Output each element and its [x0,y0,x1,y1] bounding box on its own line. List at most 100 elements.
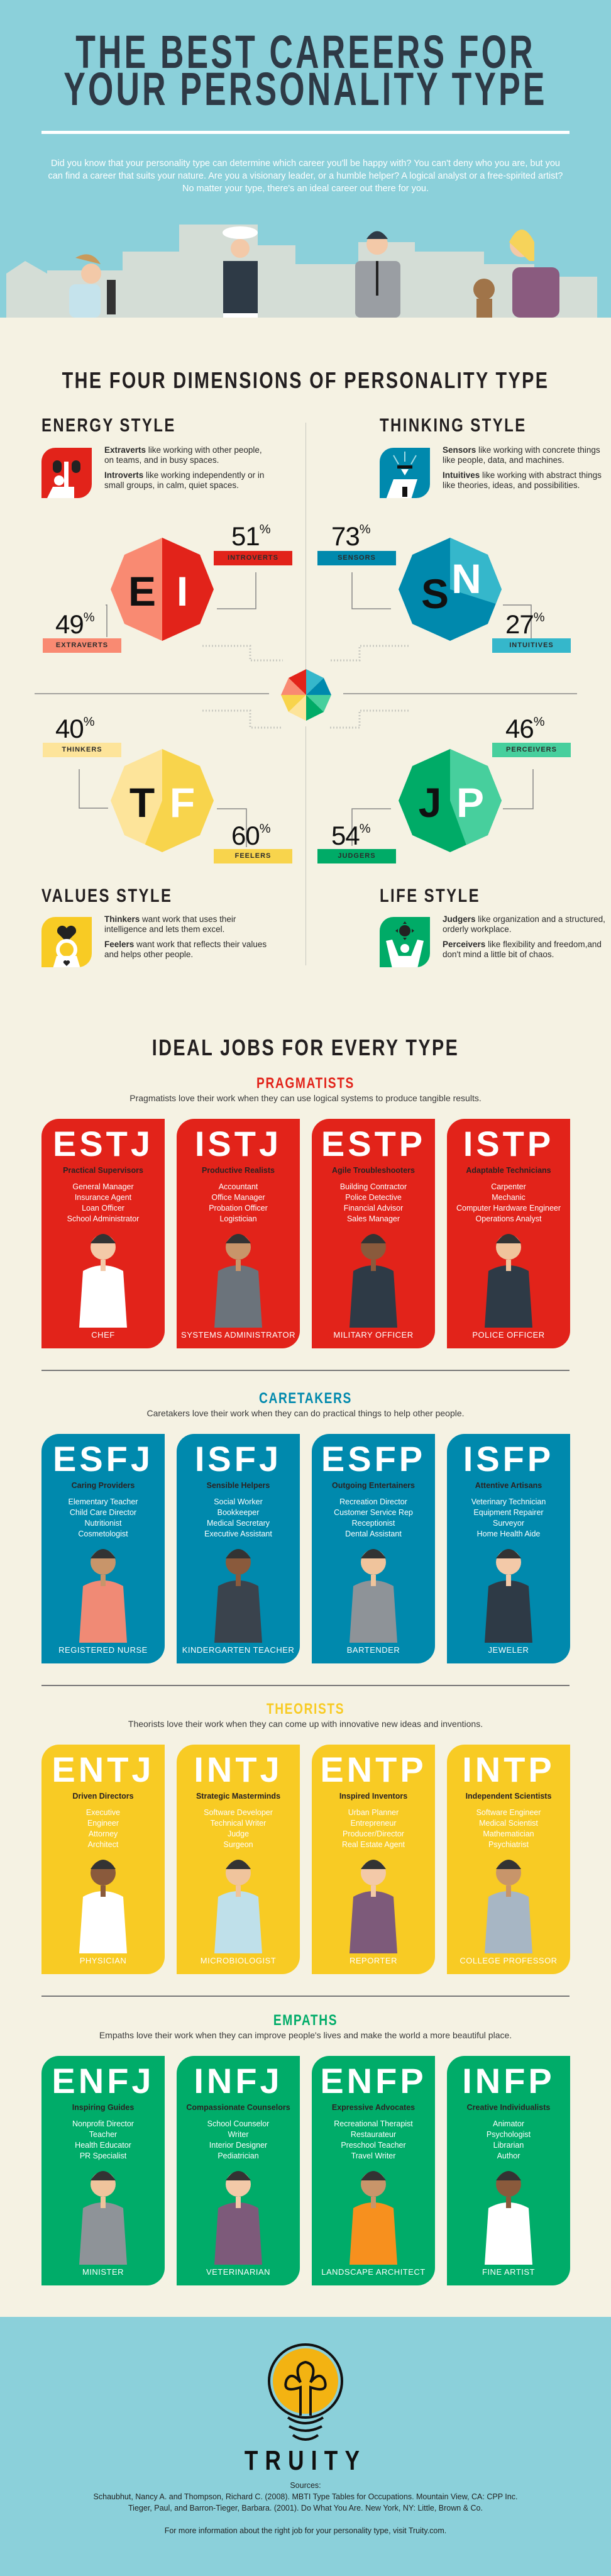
type-code: ENTJ [52,1750,155,1789]
job-item: Author [497,2151,520,2160]
job-list: Accountant Office Manager Probation Office… [177,1182,300,1224]
type-code: ESFJ [52,1439,154,1479]
veterinarian-illustration [201,2164,276,2265]
group-title-pragmatists: PRAGMATISTS [256,1075,355,1092]
thinking-description: Sensors like working with concrete thing… [443,445,602,490]
type-card-esfp[interactable]: ESFP Outgoing Entertainers Recreation Dire… [312,1434,435,1663]
job-item: Accountant [218,1182,258,1191]
job-list: Carpenter Mechanic Computer Hardware Engin… [447,1182,570,1224]
manager-figure [355,231,400,318]
group-description: Caretakers love their work when they can… [146,1408,465,1418]
job-item: Software Developer [204,1808,273,1817]
term: Judgers [443,914,476,924]
percentage: 46% [505,714,545,743]
job-item: Executive Assistant [204,1530,272,1538]
type-code: ESFP [321,1439,426,1479]
scientist-figure [69,254,116,318]
job-item: Mechanic [492,1193,526,1202]
job-list: Veterinary Technician Equipment Repairer S… [447,1497,570,1540]
source-2: Tieger, Paul, and Barron-Tieger, Barbara… [128,2504,483,2512]
group-description: Pragmatists love their work when they ca… [129,1093,482,1103]
job-item: Teacher [89,2130,118,2139]
job-item: School Counselor [207,2119,270,2128]
job-item: Computer Hardware Engineer [456,1204,561,1213]
job-list: Software Developer Technical Writer Judge S… [177,1807,300,1850]
job-item: Nutritionist [84,1519,122,1528]
job-item: Medical Secretary [206,1519,270,1528]
term: Introverts [104,470,144,480]
city-skyline-illustration [6,225,597,318]
job-item: Operations Analyst [475,1214,542,1223]
term: Sensors [443,445,476,455]
job-item: Building Contractor [339,1182,407,1191]
letter: I [177,568,188,614]
job-item: Judge [227,1829,250,1838]
type-card-intj[interactable]: INTJ Strategic Masterminds Software Develo… [177,1745,300,1974]
type-code: ESTJ [52,1124,154,1163]
jobs-title: IDEAL JOBS FOR EVERY TYPE [151,1035,460,1060]
job-item: Entrepreneur [350,1819,397,1828]
dimension-label: INTROVERTS [214,551,292,565]
job-item: Carpenter [491,1182,526,1191]
percentage: 60% [231,821,271,850]
job-item: Animator [492,2119,525,2128]
job-item: General Manager [72,1182,134,1191]
type-nickname: Independent Scientists [465,1792,552,1801]
type-card-entj[interactable]: ENTJ Driven Directors Executive Engineer Att… [41,1745,165,1974]
type-nickname: Agile Troubleshooters [332,1166,415,1175]
type-card-enfj[interactable]: ENFJ Inspiring Guides Nonprofit Director Te… [41,2056,165,2285]
job-list: Elementary Teacher Child Care Director Nut… [41,1497,165,1540]
job-item: Travel Writer [351,2151,396,2160]
type-nickname: Creative Individualists [466,2103,551,2112]
featured-job: COLLEGE PROFESSOR [460,1956,558,1965]
type-card-enfp[interactable]: ENFP Expressive Advocates Recreational The… [312,2056,435,2285]
job-item: Restaurateur [350,2130,397,2139]
featured-job: FINE ARTIST [482,2267,535,2277]
term: Intuitives [443,470,480,480]
landscape-architect-illustration [336,2164,411,2265]
job-item: Real Estate Agent [341,1840,405,1849]
section-divider [41,1685,570,1686]
type-code: ENFP [320,2061,427,2101]
dimensions-title: THE FOUR DIMENSIONS OF PERSONALITY TYPE [62,367,549,393]
job-list: Recreation Director Customer Service Rep R… [312,1497,435,1540]
job-item: Software Engineer [476,1808,541,1817]
job-item: Probation Officer [209,1204,268,1213]
letter: T [129,779,155,826]
dimension-label: THINKERS [43,743,121,757]
featured-job: POLICE OFFICER [472,1330,545,1340]
type-card-esfj[interactable]: ESFJ Caring Providers Elementary Teacher Ch… [41,1434,165,1663]
job-item: Equipment Repairer [473,1508,544,1517]
life-description: Judgers like organization and a structur… [443,914,605,959]
job-item: Pediatrician [217,2151,259,2160]
job-item: Financial Advisor [343,1204,404,1213]
job-item: Veterinary Technician [471,1497,546,1506]
job-item: Surgeon [223,1840,253,1849]
type-card-istp[interactable]: ISTP Adaptable Technicians Carpenter Mechan… [447,1119,570,1348]
type-card-isfj[interactable]: ISFJ Sensible Helpers Social Worker Bookkee… [177,1434,300,1663]
job-item: Technical Writer [210,1819,267,1828]
values-description: Thinkers want work that uses their intel… [104,914,267,959]
job-item: Preschool Teacher [341,2141,406,2150]
job-item: Police Detective [345,1193,402,1202]
type-card-estj[interactable]: ESTJ Practical Supervisors General Manager… [41,1119,165,1348]
type-card-intp[interactable]: INTP Independent Scientists Software Engin… [447,1745,570,1974]
brand-name: TRUITY [244,2445,367,2476]
graduate-idea-icon [380,448,430,498]
type-card-estp[interactable]: ESTP Agile Troubleshooters Building Contra… [312,1119,435,1348]
type-card-isfp[interactable]: ISFP Attentive Artisans Veterinary Technic… [447,1434,570,1663]
header: THE BEST CAREERS FOR YOUR PERSONALITY TY… [0,0,611,318]
type-card-infj[interactable]: INFJ Compassionate Counselors School Couns… [177,2056,300,2285]
type-nickname: Strategic Masterminds [195,1792,281,1801]
energy-octagon: E I [111,538,214,641]
job-list: Software Engineer Medical Scientist Mathem… [447,1807,570,1850]
type-card-entp[interactable]: ENTP Inspired Inventors Urban Planner Entre… [312,1745,435,1974]
type-nickname: Inspired Inventors [339,1792,408,1801]
job-list: General Manager Insurance Agent Loan Offic… [41,1182,165,1224]
type-card-infp[interactable]: INFP Creative Individualists Animator Psych… [447,2056,570,2285]
job-list: Recreational Therapist Restaurateur Presch… [312,2119,435,2162]
group-title-caretakers: CARETAKERS [259,1390,352,1407]
type-card-istj[interactable]: ISTJ Productive Realists Accountant Office … [177,1119,300,1348]
values-octagon: T F [111,749,214,852]
job-item: Recreational Therapist [334,2119,413,2128]
